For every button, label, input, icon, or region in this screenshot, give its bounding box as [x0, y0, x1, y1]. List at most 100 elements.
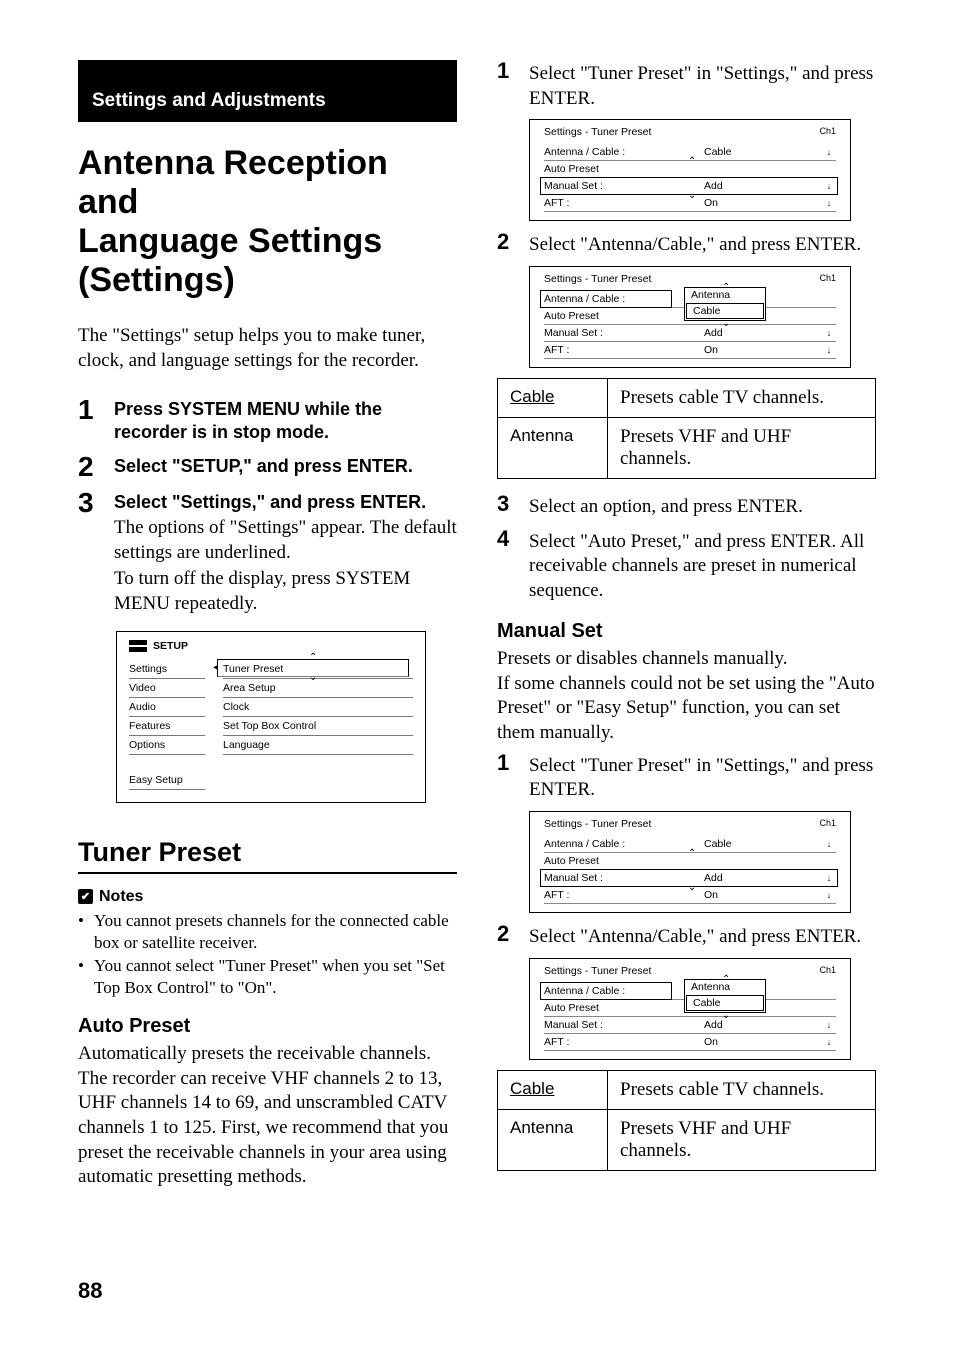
- tp-label: Manual Set :: [544, 1019, 672, 1031]
- choice-key: Antenna: [498, 1109, 608, 1170]
- arrow-down-icon: ↓: [822, 1020, 836, 1030]
- step-number: 1: [497, 752, 529, 803]
- auto-preset-para: Automatically presets the receivable cha…: [78, 1042, 457, 1190]
- setup-left-video: Video: [129, 679, 205, 698]
- step-para: Select an option, and press ENTER.: [529, 495, 876, 520]
- step-para: Select "Tuner Preset" in "Settings," and…: [529, 62, 876, 111]
- arrow-down-icon: ↓: [822, 181, 836, 191]
- setup-right-stb: Set Top Box Control: [223, 717, 413, 736]
- setup-icon: [129, 640, 147, 652]
- setup-left-features: Features: [129, 717, 205, 736]
- tuner-panel-ch: Ch1: [819, 818, 836, 828]
- choice-key: Cable: [510, 1079, 554, 1098]
- arrow-down-icon: ↓: [822, 890, 836, 900]
- step-number: 4: [497, 528, 529, 604]
- step-head: Select "Settings," and press ENTER.: [114, 491, 457, 514]
- setup-panel-header: SETUP: [117, 632, 425, 656]
- step-number: 2: [497, 231, 529, 258]
- step-para: To turn off the display, press SYSTEM ME…: [114, 567, 457, 616]
- setup-left-options: Options: [129, 736, 205, 755]
- section-header-bar: Settings and Adjustments: [78, 60, 457, 122]
- chevron-up-icon: ⌃: [722, 282, 730, 293]
- setup-right-language: Language: [223, 736, 413, 755]
- right-step-2b: 2 Select "Antenna/Cable," and press ENTE…: [497, 923, 876, 950]
- step-1: 1 Press SYSTEM MENU while the recorder i…: [78, 396, 457, 445]
- tp-val: On: [672, 344, 822, 356]
- tp-label: Antenna / Cable :: [544, 985, 672, 997]
- tp-val: On: [672, 1036, 822, 1048]
- arrow-down-icon: ↓: [822, 345, 836, 355]
- table-row: Antenna Presets VHF and UHF channels.: [498, 1109, 876, 1170]
- tuner-panel-title: Settings - Tuner Preset: [544, 965, 651, 977]
- note-item: You cannot presets channels for the conn…: [90, 910, 457, 954]
- main-title-line3: (Settings): [78, 261, 235, 299]
- setup-left-easy: Easy Setup: [129, 771, 205, 790]
- step-2: 2 Select "SETUP," and press ENTER.: [78, 453, 457, 481]
- step-number: 1: [78, 396, 114, 445]
- setup-title: SETUP: [153, 640, 188, 652]
- notes-head-text: Notes: [99, 888, 143, 906]
- setup-panel: SETUP Settings Video Audio Features Opti…: [116, 631, 426, 803]
- step-number: 3: [497, 493, 529, 520]
- step-head: Press SYSTEM MENU while the recorder is …: [114, 398, 457, 445]
- choice-val: Presets VHF and UHF channels.: [608, 418, 876, 479]
- chevron-down-icon: ⌄: [309, 672, 317, 683]
- tp-label: AFT :: [544, 197, 672, 209]
- step-para: Select "Tuner Preset" in "Settings," and…: [529, 754, 876, 803]
- dropdown-option-selected: Cable: [686, 303, 764, 319]
- choice-val: Presets cable TV channels.: [608, 379, 876, 418]
- tp-label: Auto Preset: [544, 163, 672, 175]
- chevron-left-icon: ◂: [213, 662, 218, 673]
- step-number: 2: [497, 923, 529, 950]
- notes-icon: ✔: [78, 889, 93, 904]
- choice-key: Cable: [510, 387, 554, 406]
- step-para: The options of "Settings" appear. The de…: [114, 516, 457, 565]
- step-para: Select "Antenna/Cable," and press ENTER.: [529, 233, 876, 258]
- dropdown-option-selected: Cable: [686, 995, 764, 1011]
- tuner-panel: Settings - Tuner Preset Ch1 Antenna / Ca…: [529, 811, 851, 913]
- tuner-panel: Settings - Tuner Preset Ch1 Antenna / Ca…: [529, 958, 851, 1060]
- right-step-3: 3 Select an option, and press ENTER.: [497, 493, 876, 520]
- setup-left-audio: Audio: [129, 698, 205, 717]
- right-step-1: 1 Select "Tuner Preset" in "Settings," a…: [497, 60, 876, 111]
- step-number: 1: [497, 60, 529, 111]
- right-step-4: 4 Select "Auto Preset," and press ENTER.…: [497, 528, 876, 604]
- tp-label: Manual Set :: [544, 327, 672, 339]
- right-step-1b: 1 Select "Tuner Preset" in "Settings," a…: [497, 752, 876, 803]
- step-para: Select "Auto Preset," and press ENTER. A…: [529, 530, 876, 604]
- choice-table: Cable Presets cable TV channels. Antenna…: [497, 1070, 876, 1171]
- arrow-down-icon: ↓: [822, 839, 836, 849]
- tp-label: Antenna / Cable :: [544, 838, 672, 850]
- main-title-line2: Language Settings: [78, 222, 382, 260]
- tp-label: Auto Preset: [544, 1002, 672, 1014]
- choice-table: Cable Presets cable TV channels. Antenna…: [497, 378, 876, 479]
- tuner-panel-ch: Ch1: [819, 273, 836, 283]
- tuner-panel-title: Settings - Tuner Preset: [544, 273, 651, 285]
- step-para: Select "Antenna/Cable," and press ENTER.: [529, 925, 876, 950]
- arrow-down-icon: ↓: [822, 147, 836, 157]
- tuner-panel-title: Settings - Tuner Preset: [544, 126, 651, 138]
- choice-val: Presets VHF and UHF channels.: [608, 1109, 876, 1170]
- tuner-panel-ch: Ch1: [819, 965, 836, 975]
- table-row: Cable Presets cable TV channels.: [498, 379, 876, 418]
- table-row: Cable Presets cable TV channels.: [498, 1070, 876, 1109]
- notes-list: You cannot presets channels for the conn…: [78, 910, 457, 999]
- setup-left-settings: Settings: [129, 660, 205, 679]
- arrow-down-icon: ↓: [822, 328, 836, 338]
- tp-label: AFT :: [544, 344, 672, 356]
- tp-label: Auto Preset: [544, 310, 672, 322]
- manual-set-head: Manual Set: [497, 620, 876, 643]
- step-number: 2: [78, 453, 114, 481]
- tp-label: AFT :: [544, 889, 672, 901]
- main-title: Antenna Reception and Language Settings …: [78, 144, 457, 300]
- tuner-preset-title: Tuner Preset: [78, 837, 457, 874]
- chevron-down-icon: ⌄: [688, 882, 696, 893]
- choice-key: Antenna: [498, 418, 608, 479]
- tuner-panel-title: Settings - Tuner Preset: [544, 818, 651, 830]
- page-number: 88: [78, 1278, 102, 1304]
- section-header-text: Settings and Adjustments: [92, 90, 326, 112]
- tp-label: Auto Preset: [544, 855, 672, 867]
- auto-preset-head: Auto Preset: [78, 1015, 457, 1038]
- tp-label: AFT :: [544, 1036, 672, 1048]
- chevron-down-icon: ⌄: [722, 318, 730, 329]
